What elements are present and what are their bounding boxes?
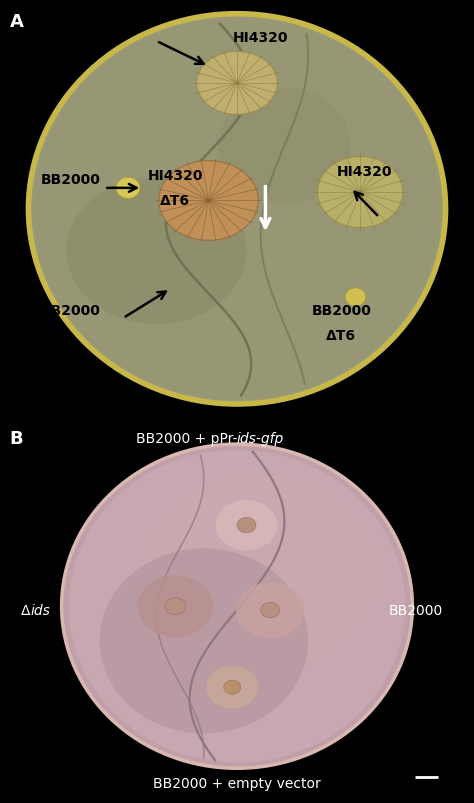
Circle shape — [224, 680, 241, 695]
Circle shape — [236, 582, 304, 638]
Circle shape — [206, 666, 258, 708]
Ellipse shape — [159, 161, 258, 241]
Text: BB2000: BB2000 — [41, 173, 101, 187]
Ellipse shape — [28, 14, 446, 405]
Text: BB2000: BB2000 — [41, 304, 101, 317]
Text: BB2000: BB2000 — [389, 603, 443, 618]
Circle shape — [216, 500, 277, 551]
Circle shape — [345, 288, 366, 307]
Circle shape — [165, 598, 186, 615]
Text: HI4320: HI4320 — [233, 31, 289, 45]
Ellipse shape — [318, 157, 403, 228]
Text: BB2000 + empty vector: BB2000 + empty vector — [153, 776, 321, 790]
Circle shape — [237, 518, 256, 533]
Text: ids: ids — [31, 603, 51, 618]
Ellipse shape — [197, 52, 277, 116]
Ellipse shape — [100, 548, 308, 734]
Circle shape — [116, 178, 140, 199]
Text: HI4320: HI4320 — [337, 165, 393, 179]
Ellipse shape — [62, 445, 412, 768]
Text: BB2000: BB2000 — [311, 304, 371, 317]
Ellipse shape — [69, 450, 405, 763]
Text: BB2000 + pPr-: BB2000 + pPr- — [136, 432, 237, 446]
Text: HI4320: HI4320 — [147, 169, 203, 183]
Circle shape — [261, 602, 280, 618]
Text: B: B — [9, 429, 23, 447]
Ellipse shape — [218, 88, 351, 206]
Ellipse shape — [66, 178, 246, 325]
Text: ΔT6: ΔT6 — [160, 194, 191, 208]
Text: ΔT6: ΔT6 — [326, 328, 356, 342]
Ellipse shape — [33, 18, 441, 401]
Text: A: A — [9, 13, 23, 31]
Circle shape — [137, 576, 213, 638]
Text: ids-gfp: ids-gfp — [237, 432, 284, 446]
Text: Δ: Δ — [21, 603, 31, 618]
Ellipse shape — [147, 475, 374, 668]
